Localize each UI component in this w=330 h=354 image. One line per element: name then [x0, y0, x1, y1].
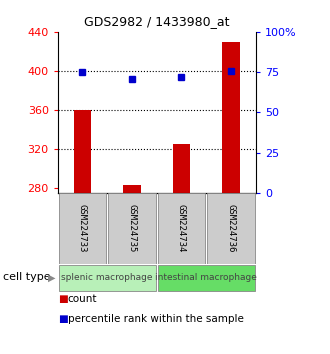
Bar: [207, 193, 255, 264]
Bar: [108, 193, 156, 264]
Bar: [74, 110, 91, 193]
Bar: [173, 144, 190, 193]
Text: intestinal macrophage: intestinal macrophage: [155, 273, 257, 282]
Text: ■: ■: [58, 294, 68, 304]
Text: ▶: ▶: [48, 272, 55, 282]
Bar: [222, 42, 240, 193]
Text: GSM224735: GSM224735: [127, 204, 137, 252]
Text: ■: ■: [58, 314, 68, 324]
Text: GSM224734: GSM224734: [177, 204, 186, 252]
Text: cell type: cell type: [3, 272, 51, 282]
Title: GDS2982 / 1433980_at: GDS2982 / 1433980_at: [84, 15, 229, 28]
Bar: [59, 265, 156, 291]
Bar: [158, 193, 205, 264]
Text: GSM224736: GSM224736: [226, 204, 236, 252]
Text: GSM224733: GSM224733: [78, 204, 87, 252]
Text: percentile rank within the sample: percentile rank within the sample: [68, 314, 244, 324]
Bar: [123, 185, 141, 193]
Bar: [59, 193, 106, 264]
Bar: [158, 265, 255, 291]
Text: splenic macrophage: splenic macrophage: [61, 273, 153, 282]
Text: count: count: [68, 294, 97, 304]
